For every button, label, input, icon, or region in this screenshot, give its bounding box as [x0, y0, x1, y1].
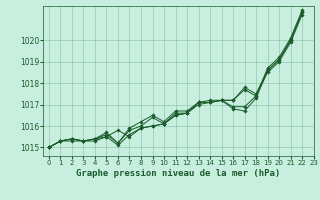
X-axis label: Graphe pression niveau de la mer (hPa): Graphe pression niveau de la mer (hPa)	[76, 169, 281, 178]
